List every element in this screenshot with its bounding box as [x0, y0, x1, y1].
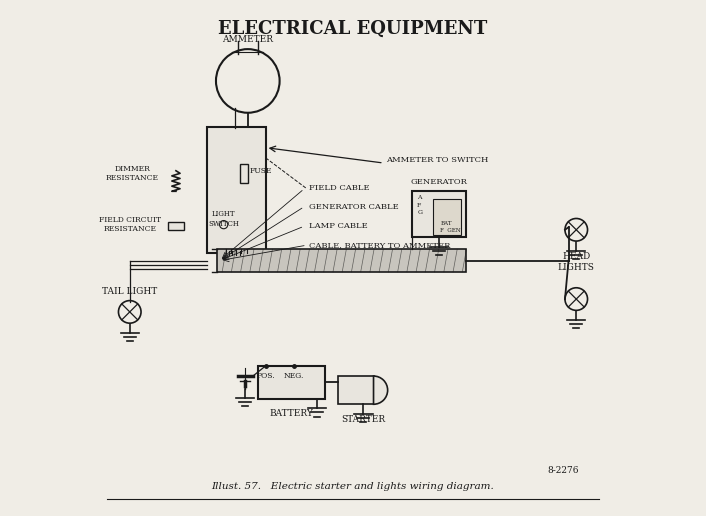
Text: F  GEN: F GEN — [441, 229, 461, 233]
Bar — [168, 222, 184, 230]
Text: LAMP CABLE: LAMP CABLE — [309, 222, 368, 230]
Bar — [337, 376, 373, 404]
Wedge shape — [373, 376, 388, 404]
Text: BAT: BAT — [441, 221, 452, 225]
Text: GENERATOR CABLE: GENERATOR CABLE — [309, 203, 399, 211]
Text: ELECTRICAL EQUIPMENT: ELECTRICAL EQUIPMENT — [218, 20, 488, 37]
Text: LIGHT
SWITCH: LIGHT SWITCH — [208, 211, 239, 228]
Text: AMMETER TO SWITCH: AMMETER TO SWITCH — [386, 156, 489, 165]
Text: NEG.: NEG. — [284, 372, 304, 380]
Bar — [239, 164, 248, 183]
Text: STARTER: STARTER — [341, 414, 385, 424]
Bar — [433, 199, 461, 235]
Text: CABLE, BATTERY TO AMMETER: CABLE, BATTERY TO AMMETER — [309, 241, 450, 249]
FancyBboxPatch shape — [258, 366, 325, 399]
Text: A: A — [417, 195, 421, 200]
Text: FIELD CABLE: FIELD CABLE — [309, 184, 370, 191]
Text: TAIL LIGHT: TAIL LIGHT — [102, 287, 157, 296]
Text: POS.: POS. — [256, 372, 275, 380]
Text: FUSE: FUSE — [250, 167, 273, 175]
Text: AMMETER: AMMETER — [222, 35, 273, 44]
Text: GENERATOR: GENERATOR — [410, 178, 467, 186]
Text: FIELD CIRCUIT
RESISTANCE: FIELD CIRCUIT RESISTANCE — [99, 216, 161, 233]
Text: BATTERY: BATTERY — [270, 409, 313, 418]
FancyBboxPatch shape — [412, 191, 466, 237]
Bar — [217, 249, 466, 272]
Text: Illust. 57.   Electric starter and lights wiring diagram.: Illust. 57. Electric starter and lights … — [212, 482, 494, 491]
Text: DIMMER
RESISTANCE: DIMMER RESISTANCE — [106, 165, 159, 182]
Text: HEAD
LIGHTS: HEAD LIGHTS — [558, 252, 594, 272]
Text: F: F — [417, 203, 421, 207]
Text: G: G — [417, 211, 422, 215]
FancyBboxPatch shape — [207, 127, 265, 253]
Text: 8-2276: 8-2276 — [548, 466, 579, 475]
